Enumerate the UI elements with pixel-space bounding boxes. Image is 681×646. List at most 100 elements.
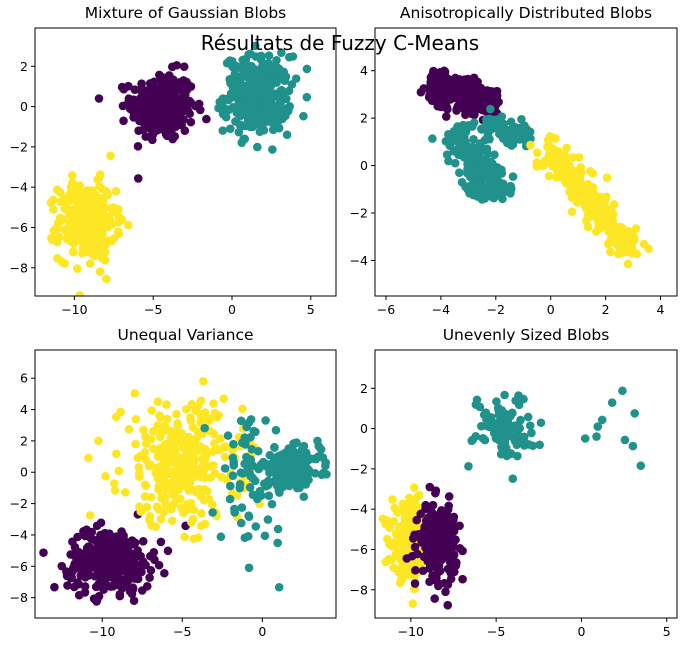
scatter-point [562,143,571,153]
scatter-point [61,201,70,211]
scatter-point [168,469,178,479]
scatter-point [471,400,481,409]
scatter-point [568,153,578,162]
scatter-point [228,471,238,480]
scatter-point [46,198,56,207]
scatter-point [431,525,441,535]
scatter-point [135,502,144,511]
scatter-point [280,76,290,85]
scatter-point [269,462,278,472]
scatter-point [246,415,256,424]
scatter-point [442,102,452,112]
scatter-point [129,107,139,117]
scatter-point [427,507,437,517]
scatter-point [593,422,603,431]
scatter-point [443,600,453,610]
y-tick-label: 0 [20,99,28,114]
scatter-point [458,120,468,130]
chart-panel-2: −6 −4 −2 0 2 4 4 2 0 −2 −4 Anisotropically Distribu… [350,4,678,317]
scatter-point [492,86,502,96]
scatter-point [251,522,261,531]
scatter-point [526,140,535,150]
scatter-point [66,573,76,583]
scatter-point [517,115,526,124]
scatter-point [237,503,247,512]
scatter-point [112,555,121,564]
scatter-points [46,41,312,296]
scatter-point [81,563,90,572]
scatter-point [269,89,279,98]
scatter-point [287,80,297,89]
scatter-point [588,183,598,192]
scatter-point [244,563,254,573]
scatter-point [431,488,440,498]
scatter-point [434,581,443,591]
scatter-point [188,422,198,432]
scatter-point [114,229,124,239]
scatter-point [532,162,542,171]
scatter-point [556,158,566,168]
scatter-point [574,192,584,202]
scatter-point [163,546,173,556]
scatter-point [70,220,80,229]
scatter-point [606,247,615,257]
scatter-point [167,458,177,467]
scatter-point [74,203,84,213]
scatter-point [397,572,407,581]
y-tick-label: 0 [360,421,368,436]
scatter-point [300,463,309,472]
scatter-point [208,500,217,510]
scatter-point [618,386,627,396]
scatter-point [60,225,70,235]
scatter-point [481,192,491,201]
scatter-point [255,127,265,136]
scatter-point [442,150,452,159]
scatter-point [137,79,146,88]
scatter-point [508,172,518,181]
scatter-point [468,435,478,445]
scatter-point [289,460,299,470]
scatter-point [114,581,124,590]
scatter-point [73,532,82,542]
scatter-point [202,114,211,124]
scatter-point [209,399,218,408]
scatter-point [385,539,394,549]
scatter-point [208,447,218,456]
scatter-point [262,93,272,103]
scatter-point [432,78,442,88]
scatter-point [438,511,448,521]
scatter-point [114,217,123,227]
scatter-point [74,558,84,567]
scatter-point [487,124,496,134]
scatter-point [451,133,461,142]
scatter-point [95,170,105,179]
scatter-point [247,444,257,454]
scatter-point [94,94,104,103]
scatter-point [167,427,177,436]
scatter-point [527,428,536,438]
scatter-point [496,436,506,445]
scatter-point [302,64,312,74]
scatter-point [229,461,239,470]
scatter-point [453,101,463,110]
scatter-point [592,432,601,441]
scatter-point [434,541,444,551]
scatter-point [267,499,277,509]
scatter-point [81,573,90,582]
scatter-point [84,542,94,551]
scatter-point [446,574,456,584]
chart-panel-4: −10 −5 0 5 2 0 −2 −4 −6 −8 Unevenly Sized Blobs [350,326,678,639]
scatter-point [317,470,327,480]
scatter-point [284,444,294,453]
scatter-point [278,105,288,114]
scatter-point [522,124,532,134]
scatter-point [246,91,255,101]
scatter-point [580,434,590,443]
scatter-point [510,421,519,430]
scatter-point [63,581,72,590]
scatter-point [225,124,235,134]
scatter-point [544,171,554,181]
scatter-point [551,150,560,160]
scatter-point [411,565,420,575]
scatter-point [205,473,215,483]
